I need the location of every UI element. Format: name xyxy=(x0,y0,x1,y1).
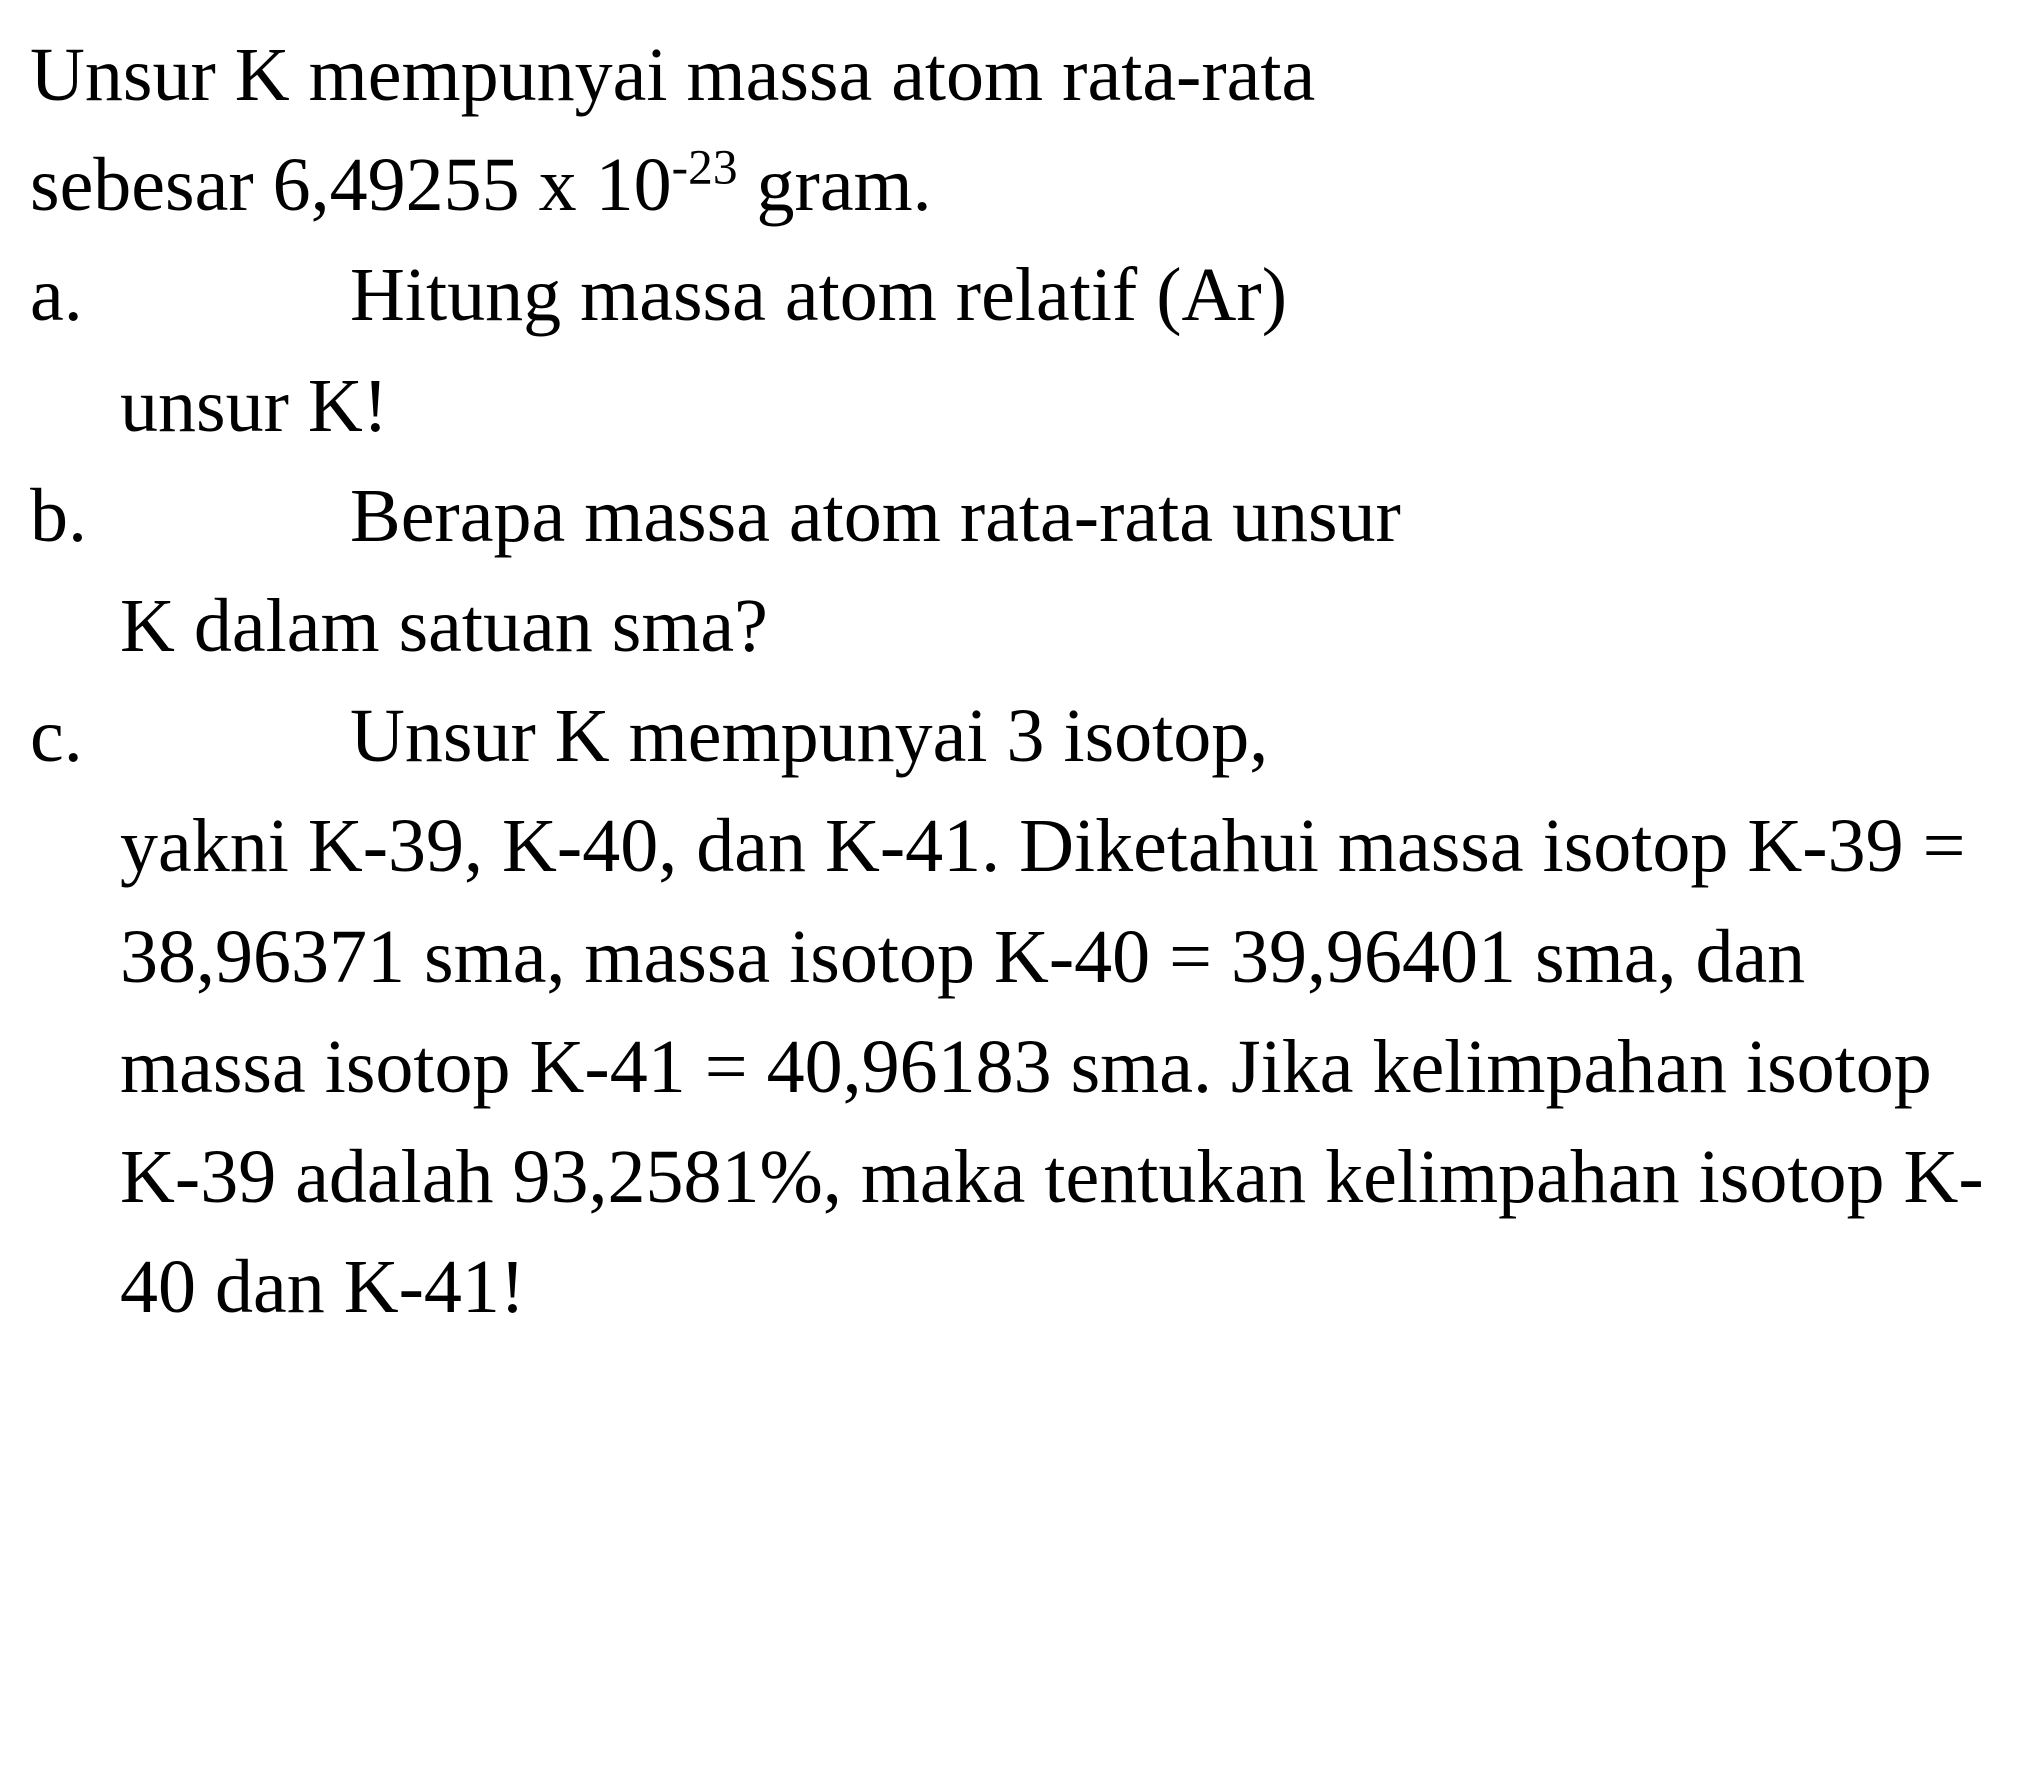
item-marker-a: a. xyxy=(30,240,120,350)
item-body: Hitung massa atom relatif (Ar) unsur K! xyxy=(120,240,1997,460)
intro-paragraph: Unsur K mempunyai massa atom rata-rata s… xyxy=(30,20,1997,240)
item-a-first-line: Hitung massa atom relatif (Ar) xyxy=(120,240,1997,350)
list-item: c. Unsur K mempunyai 3 isotop, yakni K-3… xyxy=(30,681,1997,1342)
item-marker-b: b. xyxy=(30,461,120,571)
item-body: Berapa massa atom rata-rata unsur K dala… xyxy=(120,461,1997,681)
list-item: b. Berapa massa atom rata-rata unsur K d… xyxy=(30,461,1997,681)
list-item: a. Hitung massa atom relatif (Ar) unsur … xyxy=(30,240,1997,460)
item-a-rest: unsur K! xyxy=(120,351,1997,461)
item-b-rest: K dalam satuan sma? xyxy=(120,571,1997,681)
intro-line2-post: gram. xyxy=(738,143,932,227)
item-c-first-line: Unsur K mempunyai 3 isotop, xyxy=(120,681,1997,791)
intro-superscript: -23 xyxy=(672,140,738,195)
item-marker-c: c. xyxy=(30,681,120,791)
intro-line1: Unsur K mempunyai massa atom rata-rata xyxy=(30,33,1315,117)
item-b-first-line: Berapa massa atom rata-rata unsur xyxy=(120,461,1997,571)
intro-line2-pre: sebesar 6,49255 x 10 xyxy=(30,143,672,227)
item-c-rest: yakni K-39, K-40, dan K-41. Diketahui ma… xyxy=(120,791,1997,1342)
item-body: Unsur K mempunyai 3 isotop, yakni K-39, … xyxy=(120,681,1997,1342)
